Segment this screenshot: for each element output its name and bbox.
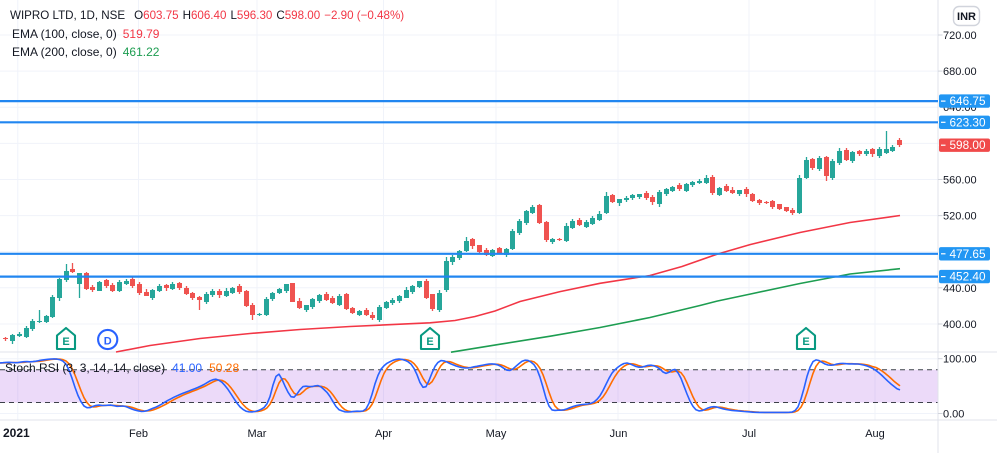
svg-text:520.00: 520.00 [943,211,977,223]
svg-text:Aug: Aug [865,428,885,440]
svg-text:400.00: 400.00 [943,319,977,331]
svg-text:E: E [802,336,809,348]
svg-text:100.00: 100.00 [943,354,977,366]
svg-text:598.00: 598.00 [949,138,986,152]
svg-text:Feb: Feb [129,428,148,440]
svg-text:720.00: 720.00 [943,30,977,42]
svg-text:INR: INR [957,11,976,23]
svg-text:0.00: 0.00 [943,409,964,421]
svg-text:Stoch RSI (3, 3, 14, 14, close: Stoch RSI (3, 3, 14, 14, close) 41.00 50.2… [5,361,239,375]
svg-text:EMA (100, close, 0)519.79: EMA (100, close, 0) 519.79 [12,27,160,41]
svg-text:646.75: 646.75 [949,94,986,108]
svg-text:560.00: 560.00 [943,175,977,187]
svg-text:680.00: 680.00 [943,66,977,78]
svg-text:D: D [104,335,112,347]
svg-text:May: May [486,428,507,440]
svg-text:E: E [426,336,433,348]
svg-text:Jun: Jun [610,428,628,440]
svg-text:EMA (200, close, 0)461.22: EMA (200, close, 0) 461.22 [12,45,160,59]
svg-text:Apr: Apr [375,428,392,440]
svg-text:E: E [62,336,69,348]
svg-text:623.30: 623.30 [949,115,986,129]
svg-text:440.00: 440.00 [943,283,977,295]
svg-text:Mar: Mar [248,428,267,440]
svg-text:2021: 2021 [3,426,30,440]
svg-text:452.40: 452.40 [949,270,986,284]
svg-text:477.65: 477.65 [949,247,986,261]
svg-text:Jul: Jul [742,428,756,440]
